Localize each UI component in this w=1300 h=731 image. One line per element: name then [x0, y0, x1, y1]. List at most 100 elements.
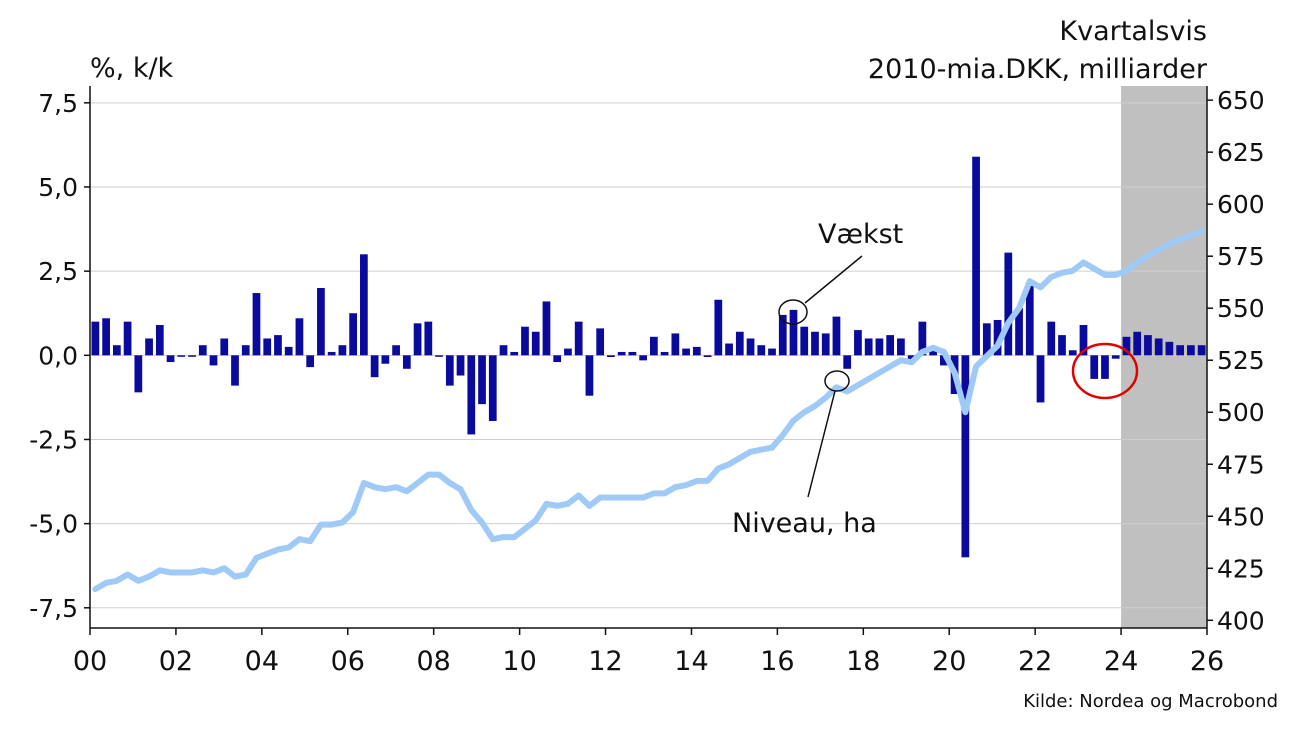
right-tick-label: 575	[1217, 242, 1265, 271]
x-tick-label: 08	[417, 646, 451, 677]
growth-bar	[91, 321, 100, 356]
growth-bar	[864, 338, 873, 356]
growth-bar	[1133, 331, 1142, 356]
growth-bar	[456, 355, 465, 376]
right-tick-label: 600	[1217, 190, 1265, 219]
growth-bar	[209, 355, 218, 366]
growth-bar	[811, 331, 819, 356]
growth-bar	[155, 325, 164, 356]
growth-bar	[338, 345, 347, 356]
growth-bar	[317, 287, 325, 356]
growth-bar	[800, 326, 809, 356]
left-tick-label: 5,0	[38, 173, 78, 202]
growth-bar	[274, 335, 282, 356]
growth-bar	[445, 355, 454, 386]
growth-bar	[112, 345, 121, 356]
growth-bar	[488, 355, 497, 421]
growth-bar	[886, 335, 895, 356]
growth-bar	[682, 348, 690, 356]
growth-bar	[360, 254, 368, 356]
growth-bar	[735, 331, 744, 356]
growth-bar	[542, 301, 551, 356]
growth-bar	[1122, 336, 1131, 356]
growth-bar	[972, 156, 980, 356]
right-tick-label: 625	[1217, 138, 1265, 167]
left-tick-label: -5,0	[29, 510, 78, 539]
growth-bar	[510, 351, 519, 356]
right-tick-label: 425	[1217, 554, 1265, 583]
annotation-level-label: Niveau, ha	[732, 508, 877, 539]
growth-bar	[1047, 321, 1056, 356]
growth-bar	[778, 314, 787, 356]
growth-bar	[220, 338, 229, 356]
growth-bar	[252, 293, 261, 356]
growth-bar	[467, 355, 476, 435]
growth-bar	[1197, 345, 1206, 356]
growth-bar	[381, 355, 390, 364]
right-tick-label: 450	[1217, 502, 1265, 531]
growth-bar	[725, 343, 733, 356]
x-tick-label: 24	[1104, 646, 1138, 677]
left-tick-label: -7,5	[29, 594, 78, 623]
growth-bar	[746, 338, 755, 356]
forecast-shaded-region	[1121, 86, 1207, 628]
growth-bar	[692, 346, 701, 356]
growth-bar	[263, 338, 272, 356]
growth-bar	[370, 355, 379, 378]
left-tick-label: 0,0	[38, 341, 78, 370]
growth-bar	[714, 299, 723, 356]
growth-bar	[574, 321, 583, 356]
growth-bar	[1101, 355, 1109, 379]
growth-bar	[306, 355, 315, 368]
growth-bar	[789, 309, 798, 356]
annotation-growth-circle	[778, 299, 808, 325]
growth-bars	[91, 156, 1206, 558]
growth-bar	[134, 355, 143, 393]
growth-bar	[768, 348, 776, 356]
growth-bar	[521, 326, 529, 356]
x-tick-label: 18	[846, 646, 880, 677]
growth-bar	[478, 355, 486, 405]
annotation-growth: Vækst	[778, 219, 903, 325]
growth-bar	[166, 355, 175, 363]
growth-bar	[531, 331, 540, 356]
growth-bar	[854, 330, 862, 356]
annotation-level-pointer	[807, 390, 836, 498]
growth-bar	[349, 313, 358, 356]
growth-bar	[402, 355, 411, 369]
growth-bar	[1015, 308, 1023, 356]
left-tick-label: 2,5	[38, 257, 78, 286]
growth-bar	[1090, 355, 1099, 379]
level-line	[92, 228, 1205, 593]
highlight-circle	[1071, 342, 1139, 400]
x-tick-label: 10	[502, 646, 536, 677]
growth-bar	[982, 323, 991, 356]
growth-bar	[327, 351, 336, 356]
growth-bar	[1004, 252, 1013, 356]
annotation-level-circle	[824, 370, 850, 392]
left-axis-unit: %, k/k	[90, 53, 174, 84]
growth-bar	[757, 345, 766, 356]
tick-labels: 7,5 5,0 2,5 0,0 -2,5 -5,0 -7,5 650 625 600 575 550 5…	[29, 86, 1265, 677]
x-tick-label: 20	[932, 646, 966, 677]
x-tick-label: 12	[588, 646, 622, 677]
growth-bar	[1058, 335, 1066, 356]
growth-bar	[231, 355, 239, 386]
growth-bar	[875, 338, 884, 356]
annotation-growth-pointer	[804, 255, 863, 304]
growth-bar	[177, 355, 186, 357]
growth-bar	[832, 316, 841, 356]
x-tick-label: 06	[331, 646, 365, 677]
x-tick-label: 22	[1018, 646, 1052, 677]
growth-bar	[650, 336, 658, 356]
growth-bar	[1187, 345, 1195, 356]
axes	[89, 86, 1208, 629]
growth-bar	[564, 348, 572, 356]
growth-bar	[897, 338, 905, 356]
growth-bar	[295, 318, 304, 356]
growth-bar	[188, 355, 196, 357]
growth-bar	[607, 355, 615, 357]
growth-bar	[596, 328, 605, 356]
growth-bar	[435, 355, 443, 357]
